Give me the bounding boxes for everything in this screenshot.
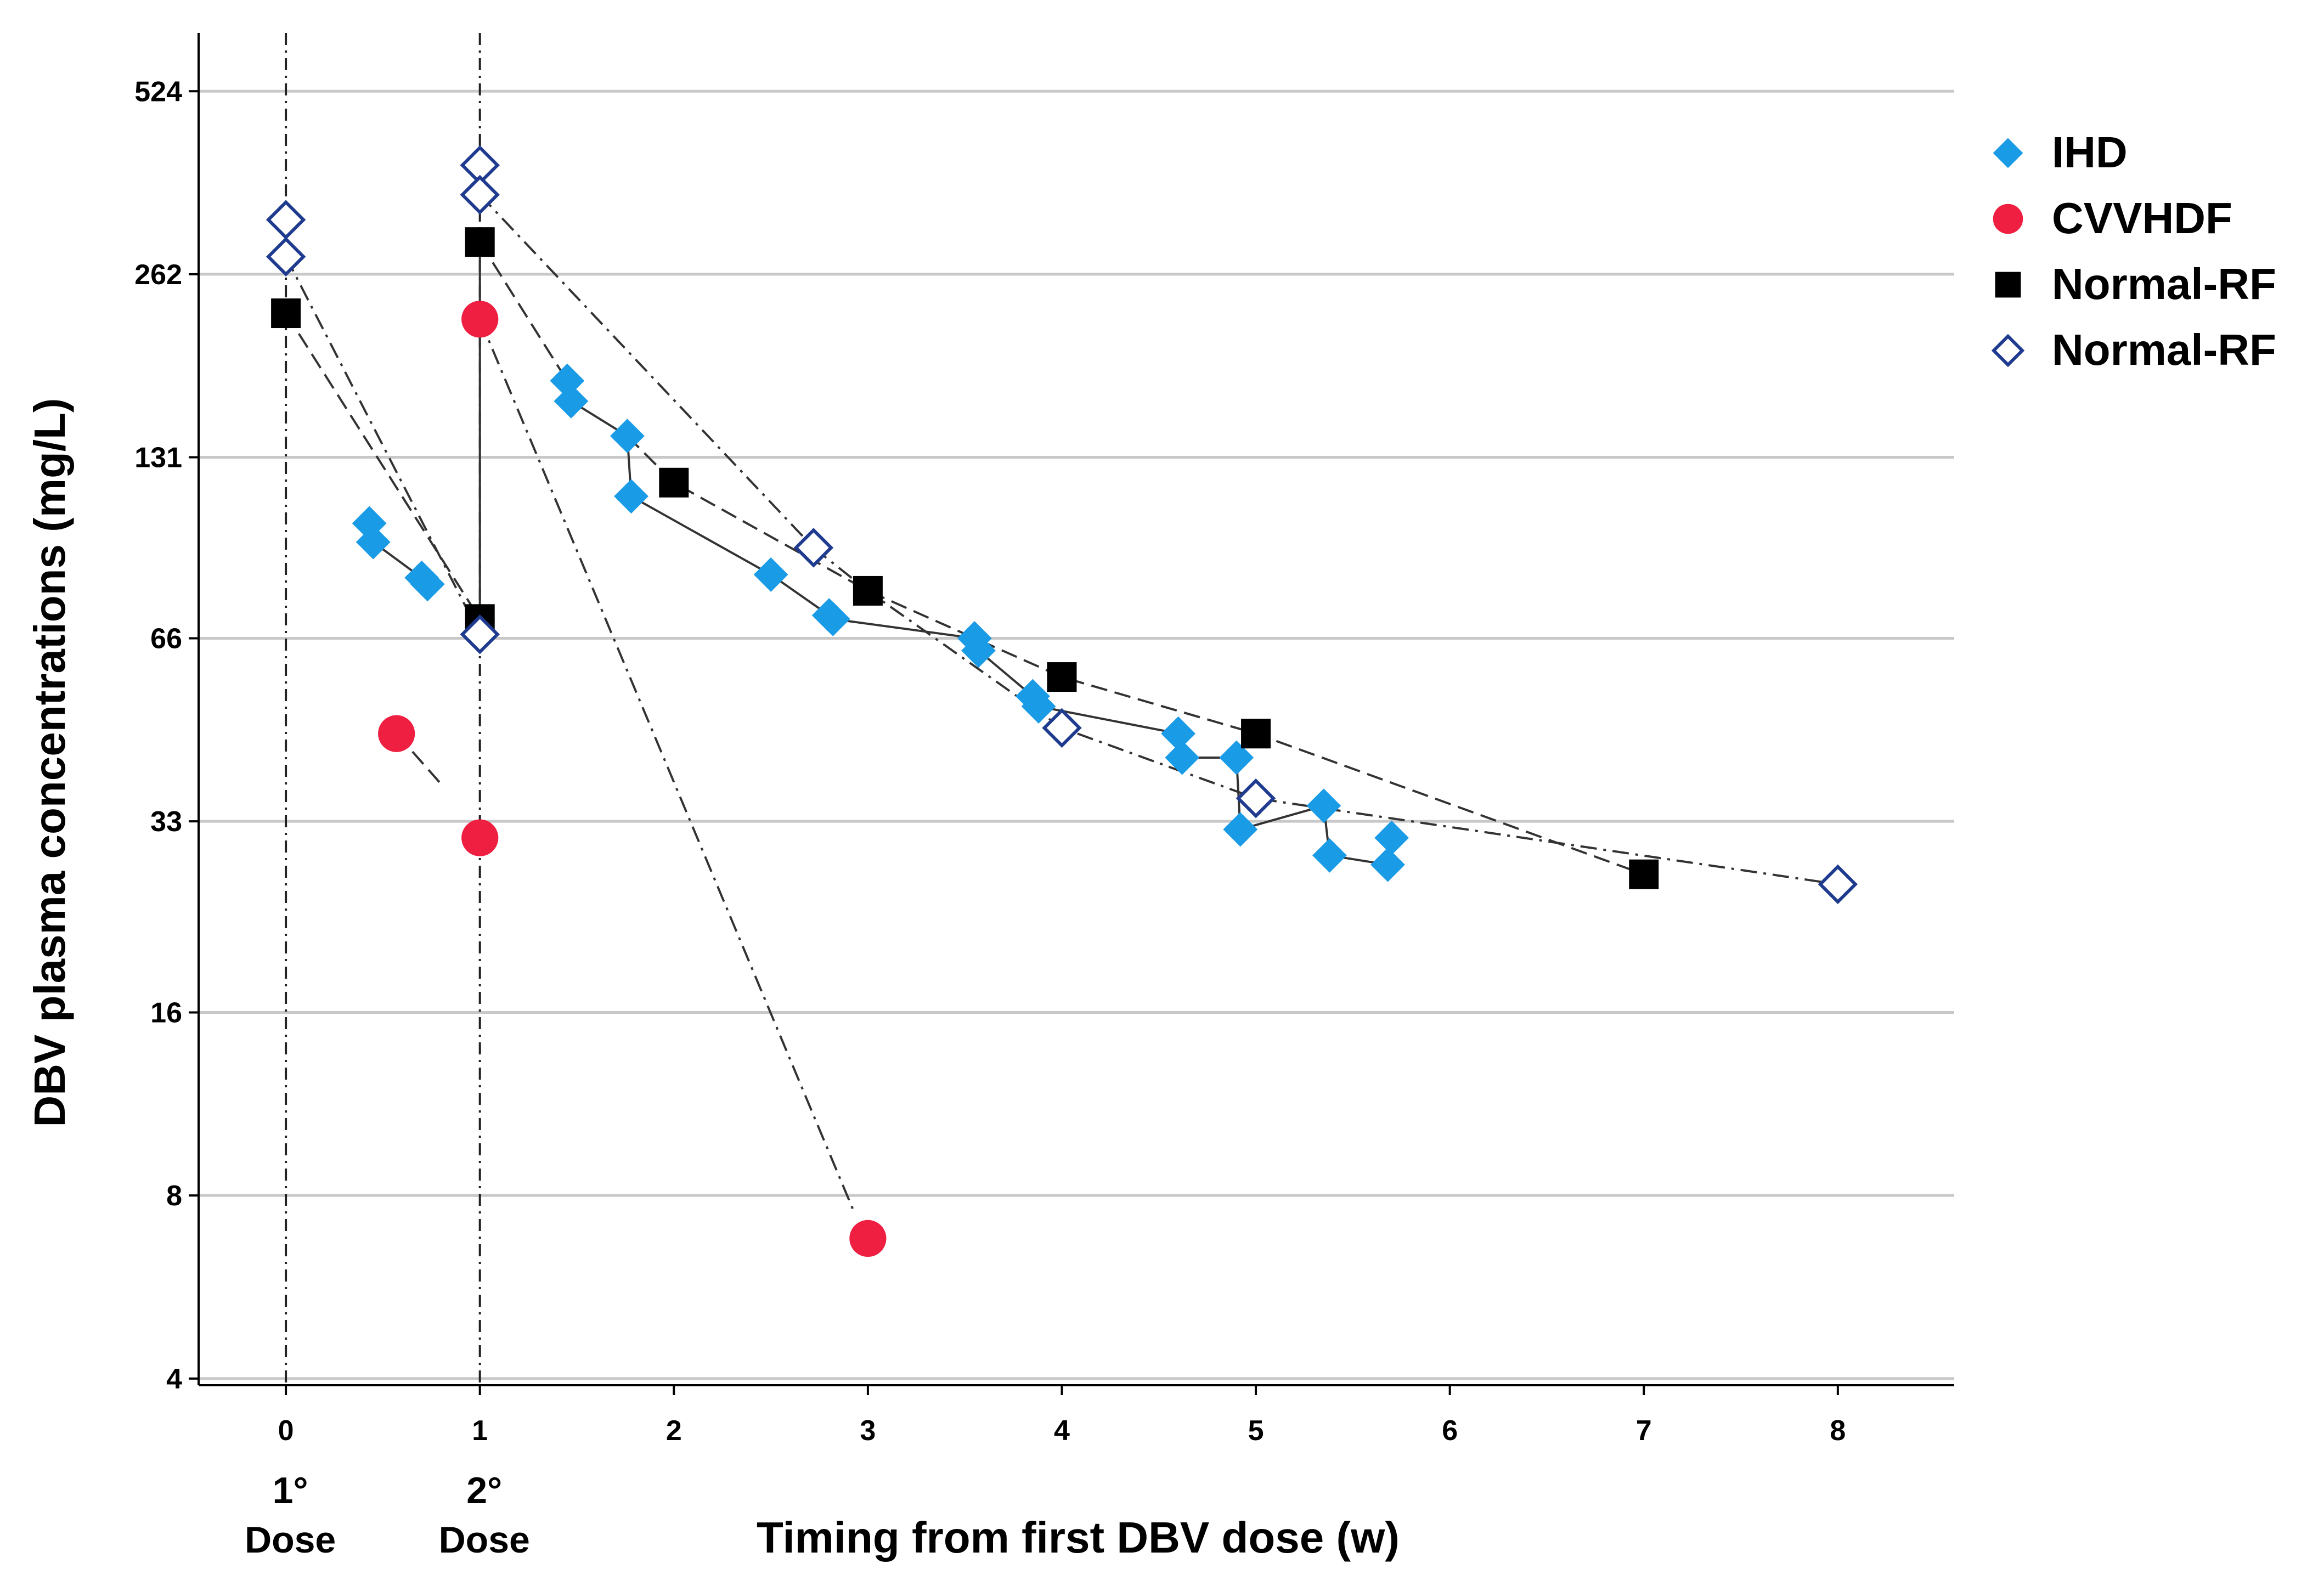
x-tick-label: 4 (1054, 1415, 1070, 1447)
normal-rf-square-point (1241, 719, 1271, 749)
normal-rf-square-point (853, 575, 883, 606)
legend-marker (1991, 334, 2025, 368)
ihd-point (1223, 812, 1258, 847)
y-tick-label: 131 (134, 442, 182, 474)
axes-layer (198, 33, 1954, 1386)
x-tick-label: 8 (1830, 1415, 1846, 1447)
normal-rf-open-diamond-point (266, 236, 306, 277)
y-tick-label: 262 (134, 259, 182, 291)
normal-rf-square-point (659, 467, 689, 498)
ihd-point (1021, 689, 1056, 724)
normal-rf-connector (626, 435, 1644, 876)
normal-rf-open-connector (479, 194, 1838, 885)
y-axis-title: DBV plasma concentrations (mg/L) (25, 398, 74, 1127)
legend-label: Normal-RF (2052, 325, 2276, 374)
normal-rf-open-diamond-point (460, 174, 500, 215)
x-tick-label: 3 (860, 1415, 876, 1447)
x-tick-label: 6 (1442, 1415, 1458, 1447)
y-tick-label: 33 (150, 806, 182, 838)
ihd-point (1374, 820, 1409, 855)
y-tick-label: 16 (150, 997, 182, 1029)
x-tick-label: 5 (1248, 1415, 1264, 1447)
x-tick-label: 2 (666, 1415, 682, 1447)
grid-layer (199, 89, 1954, 1380)
ihd-point (1306, 788, 1341, 823)
dose-labels: 1° Dose 2° Dose (245, 1470, 530, 1561)
cvvhdf-point (378, 715, 415, 752)
tick-labels: 4 8 16 33 66 131 262 524 0 1 2 3 4 5 6 7 8 (134, 76, 1846, 1447)
y-tick-label: 4 (166, 1363, 182, 1395)
ihd-point (961, 633, 996, 668)
ihd-point (753, 557, 788, 592)
cvvhdf-point (461, 819, 499, 856)
y-tick-label: 524 (134, 76, 182, 108)
normal-rf-open-diamond-point (1236, 778, 1276, 819)
normal-rf-connector (285, 312, 481, 620)
normal-rf-open-diamond-point (1818, 864, 1858, 905)
ihd-point (1312, 838, 1347, 873)
normal-rf-square-point (1047, 662, 1077, 692)
normal-rf-open-diamond-point (460, 614, 500, 654)
ihd-point (356, 524, 391, 560)
ihd-point (1219, 740, 1254, 775)
legend-label: CVVHDF (2052, 194, 2232, 242)
legend-marker (1993, 138, 2023, 168)
ihd-point (614, 479, 648, 514)
normal-rf-square-point (1629, 859, 1659, 889)
data-markers (266, 145, 1858, 1257)
legend-label: Normal-RF (2052, 259, 2276, 308)
normal-rf-square-point (465, 227, 495, 257)
dose-label-line2: Dose (245, 1519, 336, 1561)
connector-lines (285, 194, 1838, 1213)
normal-rf-connector (479, 241, 568, 382)
ihd-point (1370, 847, 1405, 882)
ihd-point (815, 601, 850, 636)
x-tick-label: 7 (1636, 1415, 1652, 1447)
dose-label-line1: 1° (273, 1470, 308, 1511)
cvvhdf-point (461, 301, 499, 338)
ihd-point (1165, 740, 1200, 775)
dose-label-line2: Dose (439, 1519, 530, 1561)
ihd-point (554, 383, 589, 419)
normal-rf-open-diamond-point (1042, 708, 1082, 748)
legend-marker (1993, 204, 2023, 234)
x-tick-label: 0 (278, 1415, 294, 1447)
legend: IHD CVVHDF Normal-RF Normal-RF (1991, 128, 2276, 374)
ihd-point (610, 419, 645, 454)
cvvhdf-point (849, 1220, 887, 1257)
normal-rf-open-diamond-point (793, 528, 834, 568)
legend-label: IHD (2052, 128, 2128, 177)
dose-reference-lines (285, 33, 481, 1385)
cvvhdf-connector (478, 319, 855, 1213)
normal-rf-open-connector (285, 256, 481, 635)
x-tick-label: 1 (472, 1415, 488, 1447)
normal-rf-open-diamond-point (266, 200, 306, 240)
normal-rf-square-point (271, 298, 301, 329)
y-tick-label: 66 (150, 623, 182, 654)
x-axis-title: Timing from first DBV dose (w) (757, 1513, 1400, 1562)
dose-label-line1: 2° (466, 1470, 502, 1511)
y-tick-label: 8 (166, 1180, 182, 1212)
legend-marker (1995, 272, 2021, 298)
ihd-point (410, 567, 445, 602)
